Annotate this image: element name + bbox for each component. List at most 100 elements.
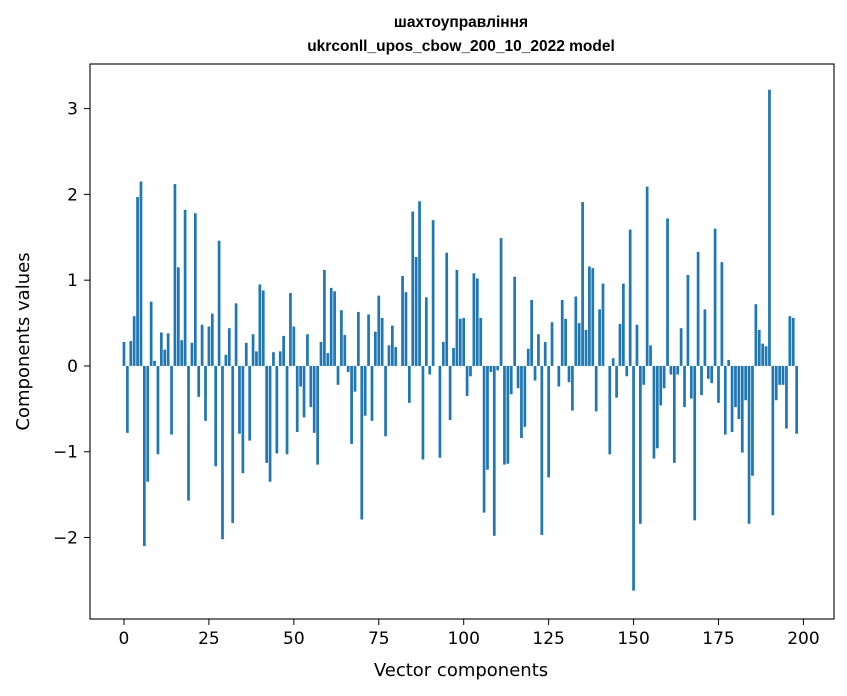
bar xyxy=(516,365,520,389)
bar xyxy=(268,365,272,482)
bar xyxy=(611,358,615,366)
bar xyxy=(791,317,795,366)
bar xyxy=(683,365,686,408)
bar xyxy=(407,365,411,403)
bar xyxy=(652,365,656,459)
x-tick-label: 0 xyxy=(119,629,130,649)
bar xyxy=(329,287,333,366)
bar xyxy=(210,313,214,366)
chart-subtitle: ukrconll_upos_cbow_200_10_2022 model xyxy=(307,38,615,55)
bar xyxy=(234,303,238,366)
bar xyxy=(632,365,635,591)
bar xyxy=(628,229,632,366)
bar xyxy=(778,365,781,385)
x-tick-label: 75 xyxy=(368,629,390,649)
bar xyxy=(384,365,387,437)
bar xyxy=(149,301,153,366)
bar xyxy=(751,365,754,476)
bar xyxy=(659,365,663,406)
y-tick-label: 2 xyxy=(67,185,78,205)
bar xyxy=(696,251,700,366)
bar xyxy=(706,365,710,379)
bar xyxy=(639,365,642,524)
bar xyxy=(238,365,241,434)
bar xyxy=(768,89,771,366)
bar xyxy=(618,323,622,366)
bar xyxy=(153,360,156,366)
bar xyxy=(387,345,391,366)
bar xyxy=(533,365,537,381)
bar xyxy=(289,293,292,366)
x-tick-label: 25 xyxy=(198,629,220,649)
bar xyxy=(302,365,306,418)
bar xyxy=(771,365,775,516)
bar xyxy=(560,299,564,366)
bar xyxy=(394,347,398,366)
bar xyxy=(734,365,737,408)
bar xyxy=(513,276,517,366)
bar xyxy=(713,228,717,366)
bar xyxy=(126,365,129,433)
bar xyxy=(197,365,201,397)
bar xyxy=(156,365,160,455)
bar xyxy=(686,275,690,366)
bar xyxy=(526,348,530,366)
bar xyxy=(282,335,285,366)
bar xyxy=(217,240,221,366)
bar xyxy=(163,349,167,366)
bar xyxy=(428,365,432,375)
bar xyxy=(343,335,347,366)
bar xyxy=(503,365,506,465)
bar xyxy=(567,365,571,383)
bar xyxy=(146,365,150,482)
bar xyxy=(136,196,139,366)
y-axis: −2 −1 0 1 2 3 xyxy=(53,100,90,549)
bar xyxy=(625,365,629,377)
bar xyxy=(764,346,768,366)
bar xyxy=(550,322,554,366)
bar xyxy=(475,278,479,366)
bar xyxy=(176,267,180,366)
x-tick-label: 125 xyxy=(532,629,564,649)
bar xyxy=(370,365,374,421)
bar xyxy=(710,365,714,384)
bar xyxy=(404,292,408,366)
bar xyxy=(486,365,489,470)
bar xyxy=(275,365,279,454)
bar xyxy=(795,365,798,434)
bar xyxy=(224,354,228,366)
bar xyxy=(509,365,513,395)
bar xyxy=(336,365,340,385)
y-axis-label: Components values xyxy=(13,252,34,430)
bar xyxy=(431,220,435,366)
bar xyxy=(689,365,693,399)
bar xyxy=(122,341,126,366)
bar xyxy=(204,365,207,421)
bar xyxy=(655,365,659,449)
bar xyxy=(139,181,143,366)
bar xyxy=(574,296,578,366)
bar xyxy=(747,365,751,524)
bar xyxy=(635,324,639,366)
x-axis-label: Vector components xyxy=(374,660,548,681)
bar xyxy=(316,365,319,465)
bar xyxy=(530,299,533,366)
bar xyxy=(506,365,510,464)
bar xyxy=(744,365,748,401)
bar xyxy=(676,365,680,375)
bar xyxy=(754,304,758,366)
bar xyxy=(479,317,483,366)
bar xyxy=(601,283,605,366)
bar xyxy=(258,284,262,366)
bar xyxy=(591,268,595,366)
bar xyxy=(465,365,469,396)
bar xyxy=(326,353,330,366)
x-tick-label: 175 xyxy=(702,629,734,649)
bar xyxy=(129,341,133,366)
bar xyxy=(187,365,190,501)
bar xyxy=(190,342,194,366)
plot-frame xyxy=(89,63,835,620)
bar xyxy=(183,209,187,366)
bar xyxy=(642,365,646,385)
bar xyxy=(458,318,462,366)
